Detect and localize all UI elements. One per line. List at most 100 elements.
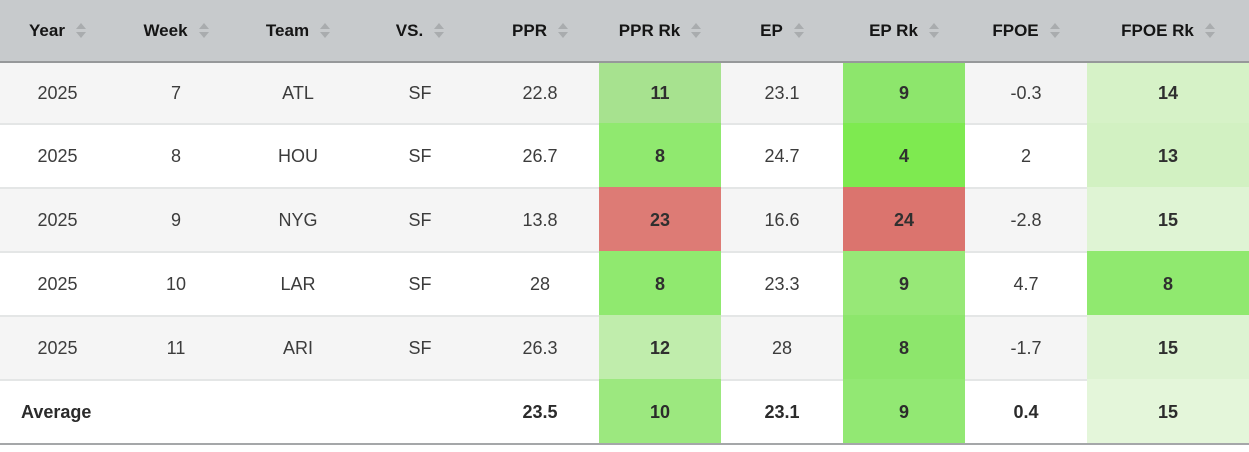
cell-ppr: 28	[481, 251, 599, 316]
sort-up-icon	[928, 23, 939, 29]
column-label: VS.	[395, 20, 424, 40]
cell-ep: 16.6	[721, 187, 843, 252]
cell-ppr-rk: 8	[599, 251, 721, 316]
cell-fpoe-rk: 13	[1087, 123, 1249, 188]
cell-fpoe: -0.3	[965, 62, 1087, 124]
cell-year: 2025	[0, 251, 115, 316]
sort-arrows-icon	[1049, 23, 1060, 38]
cell-vs: SF	[359, 315, 481, 380]
cell-ppr: 26.3	[481, 315, 599, 380]
column-header-year[interactable]: Year	[0, 0, 115, 63]
sort-down-icon	[75, 32, 86, 38]
cell-ep-rk: 9	[843, 379, 965, 445]
cell-ep-rk: 24	[843, 187, 965, 252]
header-cell-content: PPR	[481, 21, 599, 41]
column-header-week[interactable]: Week	[115, 0, 237, 63]
cell-ep: 23.1	[721, 379, 843, 445]
column-label: EP	[760, 20, 783, 40]
cell-team	[237, 379, 359, 445]
header-cell-content: Week	[115, 21, 237, 41]
column-header-ppr-rk[interactable]: PPR Rk	[599, 0, 721, 63]
cell-ep-rk: 9	[843, 62, 965, 124]
sort-up-icon	[691, 23, 702, 29]
column-header-vs[interactable]: VS.	[359, 0, 481, 63]
header-cell-content: FPOE	[965, 21, 1087, 41]
header-cell-content: Year	[0, 21, 115, 41]
table-row: 2025 7 ATL SF 22.8 11 23.1 9 -0.3 14	[0, 62, 1249, 124]
column-label: Week	[143, 20, 188, 40]
table-row: 2025 10 LAR SF 28 8 23.3 9 4.7 8	[0, 251, 1249, 316]
header-cell-content: FPOE Rk	[1087, 21, 1249, 41]
cell-ep: 24.7	[721, 123, 843, 188]
cell-fpoe: -2.8	[965, 187, 1087, 252]
column-label: FPOE	[992, 20, 1039, 40]
cell-ppr-rk: 10	[599, 379, 721, 445]
cell-vs: SF	[359, 62, 481, 124]
cell-week: 8	[115, 123, 237, 188]
table-header: Year Week Team VS. PPR PPR Rk EP EP Rk FPOE FPOE …	[0, 0, 1249, 63]
cell-fpoe-rk: 8	[1087, 251, 1249, 316]
cell-ep: 23.1	[721, 62, 843, 124]
column-header-team[interactable]: Team	[237, 0, 359, 63]
sort-arrows-icon	[793, 23, 804, 38]
sort-up-icon	[320, 23, 331, 29]
cell-ppr-rk: 23	[599, 187, 721, 252]
sort-down-icon	[793, 32, 804, 38]
column-header-fpoe[interactable]: FPOE	[965, 0, 1087, 63]
cell-week	[115, 379, 237, 445]
column-label: Team	[265, 20, 310, 40]
cell-week: 7	[115, 62, 237, 124]
sort-down-icon	[434, 32, 445, 38]
average-row: Average 23.5 10 23.1 9 0.4 15	[0, 379, 1249, 445]
sort-down-icon	[691, 32, 702, 38]
cell-year: 2025	[0, 315, 115, 380]
cell-fpoe: 2	[965, 123, 1087, 188]
sort-up-icon	[793, 23, 804, 29]
header-cell-content: EP Rk	[843, 21, 965, 41]
cell-ppr-rk: 8	[599, 123, 721, 188]
sort-down-icon	[1204, 32, 1215, 38]
table-row: 2025 11 ARI SF 26.3 12 28 8 -1.7 15	[0, 315, 1249, 380]
cell-vs: SF	[359, 123, 481, 188]
sort-down-icon	[320, 32, 331, 38]
column-label: EP Rk	[869, 20, 918, 40]
sort-up-icon	[434, 23, 445, 29]
sort-down-icon	[557, 32, 568, 38]
column-label: Year	[29, 20, 65, 40]
cell-ppr: 26.7	[481, 123, 599, 188]
header-row: Year Week Team VS. PPR PPR Rk EP EP Rk FPOE FPOE …	[0, 0, 1249, 63]
cell-fpoe: -1.7	[965, 315, 1087, 380]
cell-fpoe: 0.4	[965, 379, 1087, 445]
sort-arrows-icon	[1204, 23, 1215, 38]
column-label: PPR	[512, 20, 547, 40]
header-cell-content: Team	[237, 21, 359, 41]
column-header-ep-rk[interactable]: EP Rk	[843, 0, 965, 63]
sort-up-icon	[198, 23, 209, 29]
column-header-ppr[interactable]: PPR	[481, 0, 599, 63]
cell-ep-rk: 4	[843, 123, 965, 188]
column-label: FPOE Rk	[1121, 20, 1194, 40]
cell-ep: 23.3	[721, 251, 843, 316]
header-cell-content: PPR Rk	[599, 21, 721, 41]
column-header-ep[interactable]: EP	[721, 0, 843, 63]
cell-vs: SF	[359, 187, 481, 252]
cell-team: ARI	[237, 315, 359, 380]
cell-team: LAR	[237, 251, 359, 316]
cell-week: 9	[115, 187, 237, 252]
cell-vs: SF	[359, 251, 481, 316]
sort-arrows-icon	[75, 23, 86, 38]
column-header-fpoe-rk[interactable]: FPOE Rk	[1087, 0, 1249, 63]
table-row: 2025 9 NYG SF 13.8 23 16.6 24 -2.8 15	[0, 187, 1249, 252]
cell-team: ATL	[237, 62, 359, 124]
header-cell-content: EP	[721, 21, 843, 41]
sort-up-icon	[557, 23, 568, 29]
sort-arrows-icon	[320, 23, 331, 38]
sort-arrows-icon	[198, 23, 209, 38]
cell-vs	[359, 379, 481, 445]
table-row: 2025 8 HOU SF 26.7 8 24.7 4 2 13	[0, 123, 1249, 188]
cell-ppr: 13.8	[481, 187, 599, 252]
sort-arrows-icon	[434, 23, 445, 38]
cell-fpoe-rk: 15	[1087, 315, 1249, 380]
cell-ppr: 23.5	[481, 379, 599, 445]
